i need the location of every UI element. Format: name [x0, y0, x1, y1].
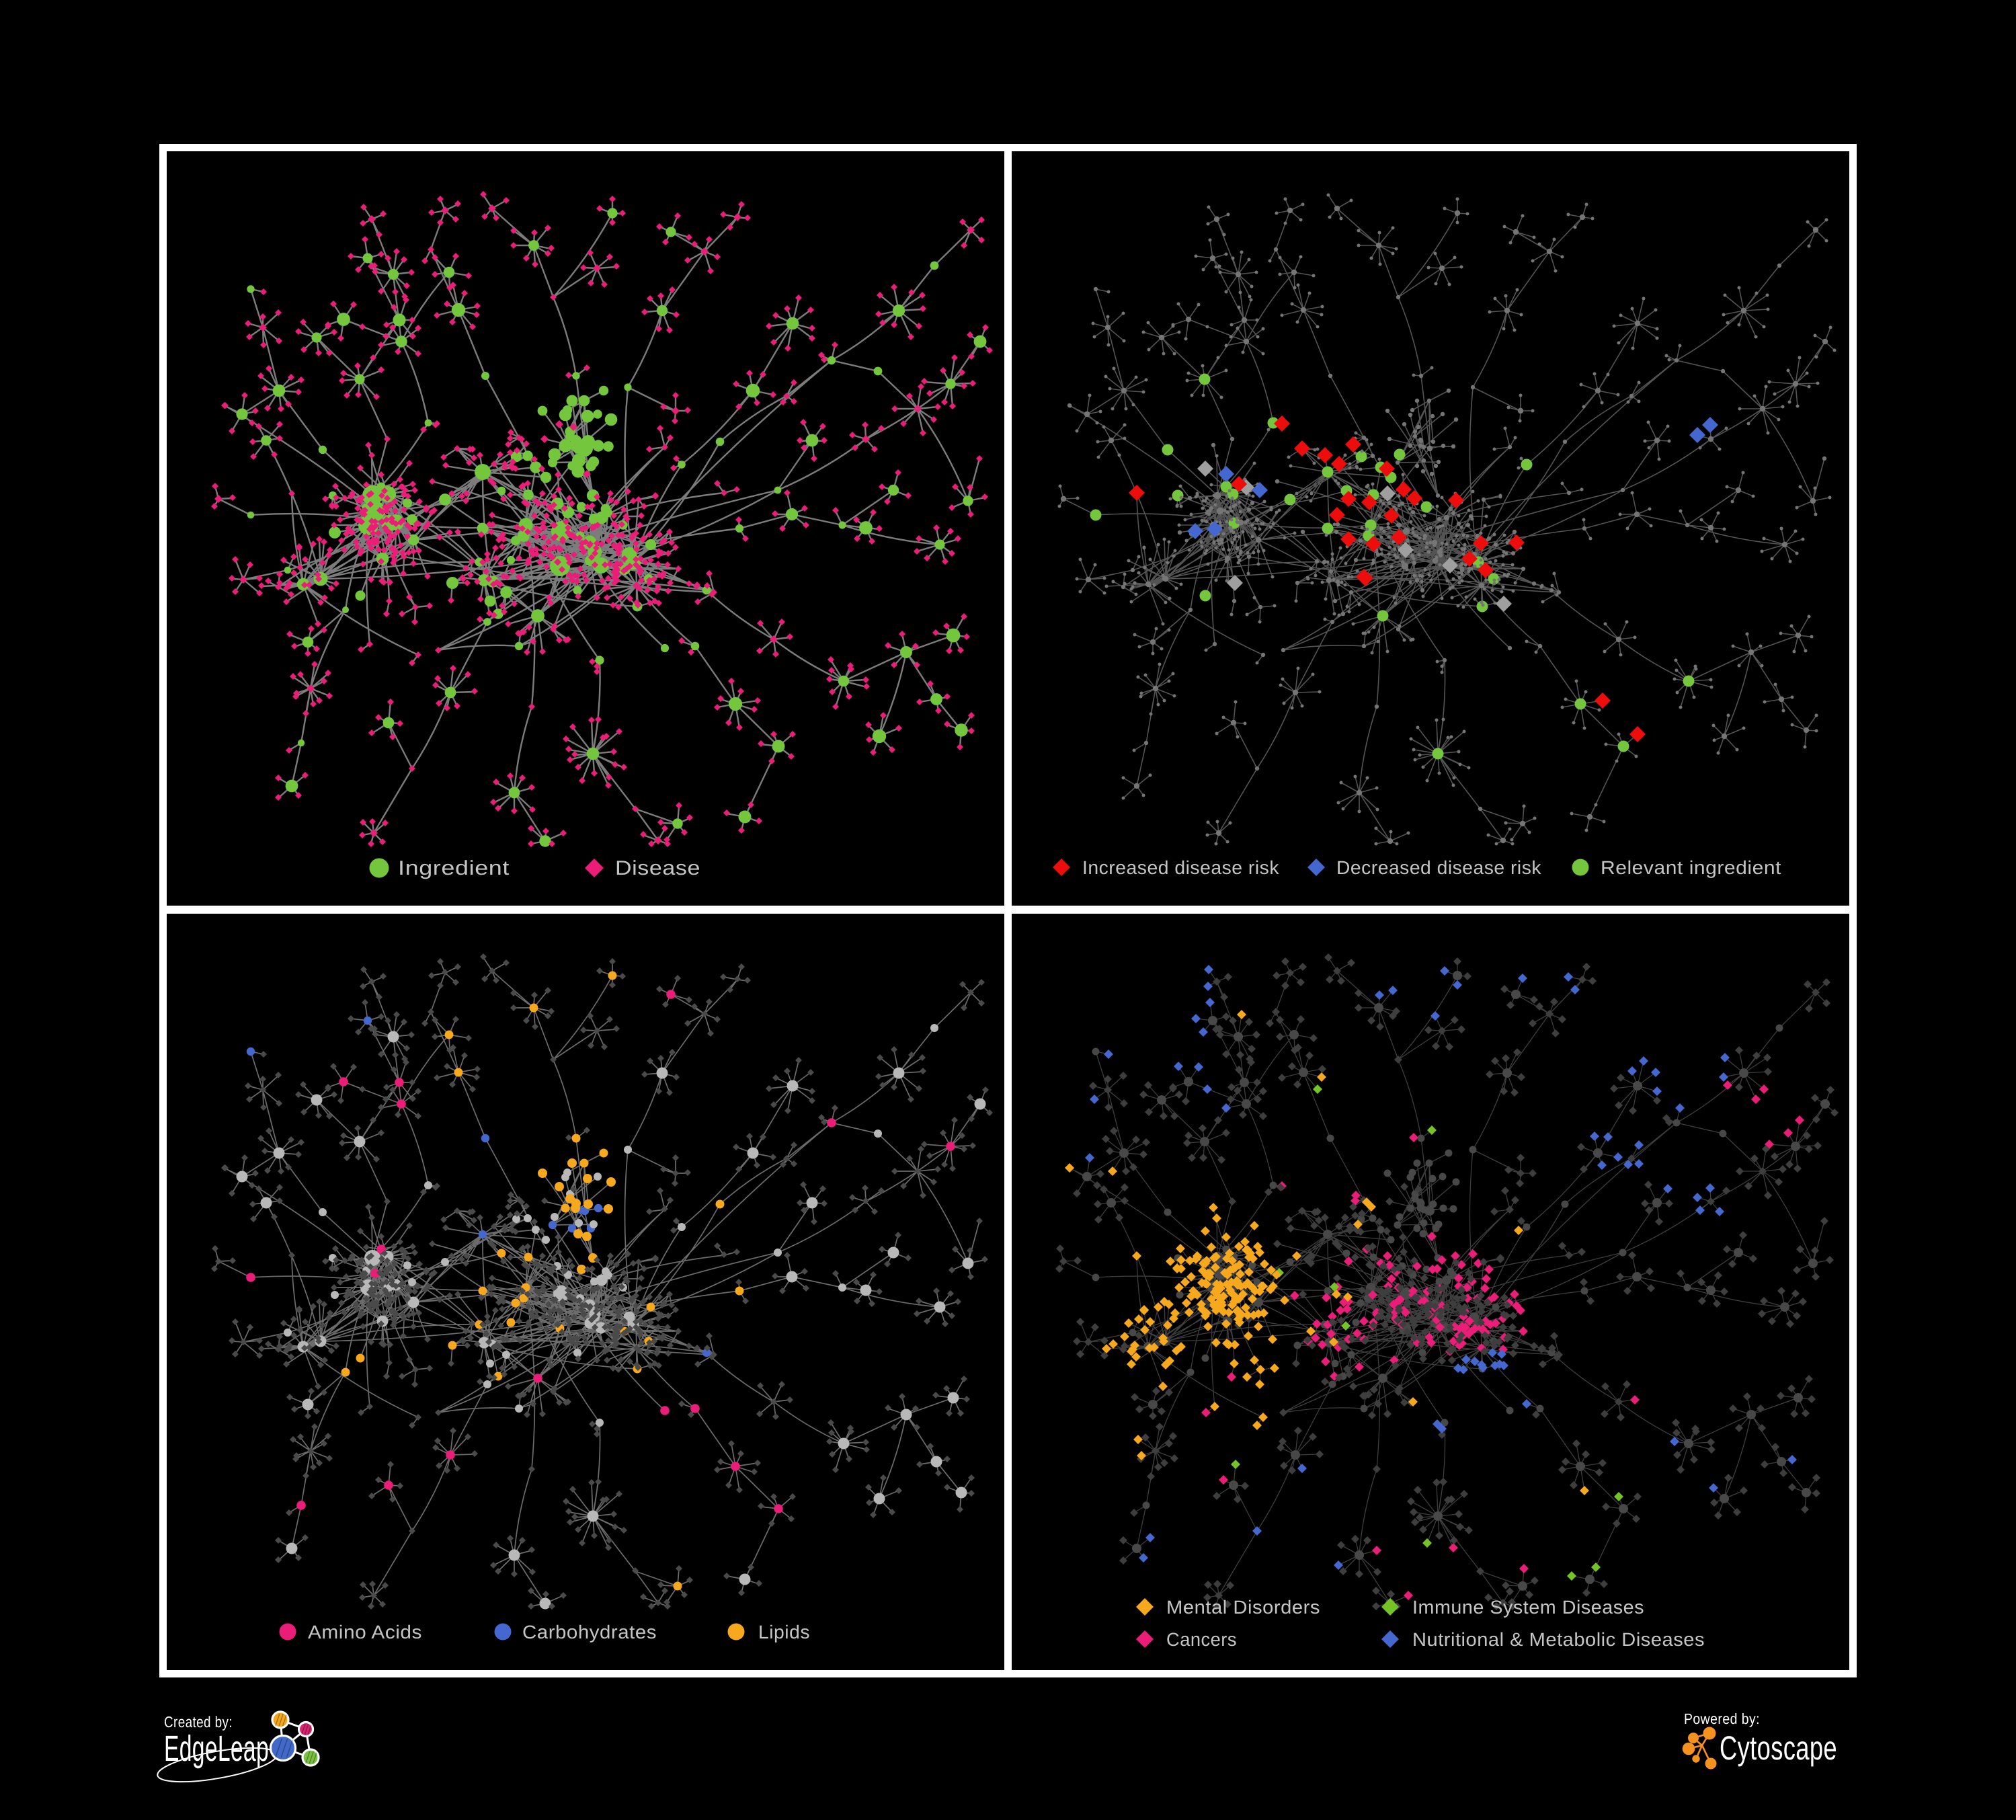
svg-text:Cytoscape: Cytoscape [1720, 1729, 1837, 1767]
svg-text:Mental Disorders: Mental Disorders [1166, 1597, 1320, 1618]
svg-text:Increased disease risk: Increased disease risk [1082, 857, 1280, 878]
svg-text:Ingredient: Ingredient [398, 857, 510, 879]
svg-text:Relevant ingredient: Relevant ingredient [1601, 857, 1781, 878]
svg-text:Powered by:: Powered by: [1684, 1710, 1760, 1727]
svg-text:Lipids: Lipids [758, 1622, 810, 1643]
svg-text:EdgeLeap: EdgeLeap [164, 1729, 269, 1769]
svg-text:Amino Acids: Amino Acids [308, 1622, 422, 1643]
svg-text:Carbohydrates: Carbohydrates [522, 1622, 657, 1643]
svg-text:Nutritional & Metabolic Diseas: Nutritional & Metabolic Diseases [1412, 1629, 1705, 1650]
svg-text:Immune System Diseases: Immune System Diseases [1412, 1597, 1644, 1618]
svg-text:Decreased disease risk: Decreased disease risk [1336, 857, 1541, 878]
svg-text:Disease: Disease [615, 857, 700, 879]
svg-text:Cancers: Cancers [1166, 1629, 1237, 1650]
svg-text:Created by:: Created by: [164, 1713, 233, 1731]
